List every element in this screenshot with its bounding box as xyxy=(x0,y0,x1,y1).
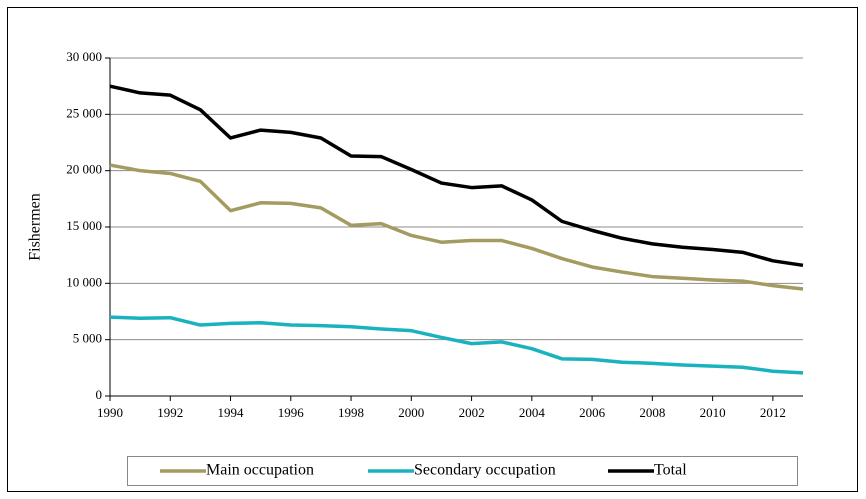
y-tick-label: 5 000 xyxy=(73,331,102,346)
y-tick-label: 0 xyxy=(96,387,103,402)
x-tick-label: 1990 xyxy=(97,405,123,420)
series-line xyxy=(109,163,804,291)
x-tick-label: 2000 xyxy=(398,405,424,420)
x-tick-label: 2006 xyxy=(579,405,606,420)
y-axis-label: Fishermen xyxy=(27,193,44,261)
legend-label: Main occupation xyxy=(206,462,314,479)
legend-label: Total xyxy=(654,462,687,479)
chart-border xyxy=(7,7,858,492)
x-tick-label: 2012 xyxy=(760,405,786,420)
legend-box xyxy=(127,456,798,486)
y-tick-label: 25 000 xyxy=(66,105,102,120)
y-tick-label: 30 000 xyxy=(66,49,102,64)
x-tick-label: 1998 xyxy=(338,405,364,420)
x-tick-label: 2010 xyxy=(700,405,726,420)
y-tick-label: 20 000 xyxy=(66,162,102,177)
x-tick-label: 1996 xyxy=(278,405,305,420)
series-line xyxy=(109,84,804,268)
x-tick-label: 2002 xyxy=(459,405,485,420)
x-tick-label: 2004 xyxy=(519,405,546,420)
x-tick-label: 2008 xyxy=(639,405,665,420)
x-tick-label: 1992 xyxy=(157,405,183,420)
x-tick-label: 1994 xyxy=(218,405,245,420)
y-tick-label: 10 000 xyxy=(66,274,102,289)
legend-label: Secondary occupation xyxy=(414,462,556,479)
series-line xyxy=(109,315,804,375)
y-tick-label: 15 000 xyxy=(66,218,102,233)
